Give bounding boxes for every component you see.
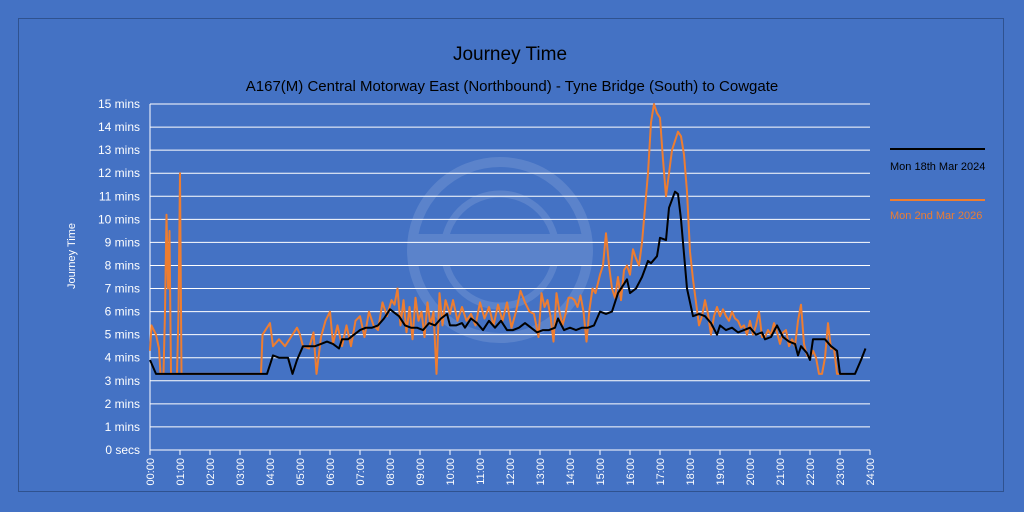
x-tick-label-7: 07:00 xyxy=(355,458,367,486)
x-tick-label-19: 19:00 xyxy=(715,458,727,486)
y-tick-label-10: 10 mins xyxy=(98,212,140,226)
y-tick-label-6: 6 mins xyxy=(105,305,140,319)
x-tick-label-23: 23:00 xyxy=(835,458,847,486)
y-tick-label-2: 2 mins xyxy=(105,397,140,411)
x-tick-label-5: 05:00 xyxy=(295,458,307,486)
x-tick-label-24: 24:00 xyxy=(865,458,877,486)
x-tick-label-1: 01:00 xyxy=(175,458,187,486)
x-tick-label-12: 12:00 xyxy=(505,458,517,486)
chart-title: Journey Time xyxy=(453,44,567,65)
y-tick-label-14: 14 mins xyxy=(98,120,140,134)
y-tick-label-15: 15 mins xyxy=(98,97,140,111)
x-tick-label-13: 13:00 xyxy=(535,458,547,486)
x-tick-label-3: 03:00 xyxy=(235,458,247,486)
y-tick-label-9: 9 mins xyxy=(105,235,140,249)
series-line-1 xyxy=(149,190,867,375)
y-tick-label-0: 0 secs xyxy=(105,443,140,457)
x-tick-label-17: 17:00 xyxy=(655,458,667,486)
x-tick-label-18: 18:00 xyxy=(685,458,697,486)
y-tick-label-8: 8 mins xyxy=(105,258,140,272)
y-tick-label-3: 3 mins xyxy=(105,374,140,388)
x-tick-label-6: 06:00 xyxy=(325,458,337,486)
y-tick-label-5: 5 mins xyxy=(105,328,140,342)
y-tick-label-7: 7 mins xyxy=(105,282,140,296)
x-tick-label-21: 21:00 xyxy=(775,458,787,486)
x-tick-label-2: 02:00 xyxy=(205,458,217,486)
x-tick-label-16: 16:00 xyxy=(625,458,637,486)
chart-frame xyxy=(18,18,1004,492)
y-tick-label-11: 11 mins xyxy=(99,189,140,203)
y-tick-label-1: 1 mins xyxy=(105,420,140,434)
y-tick-label-13: 13 mins xyxy=(98,143,140,157)
x-tick-label-4: 04:00 xyxy=(265,458,277,486)
chart-subtitle: A167(M) Central Motorway East (Northboun… xyxy=(246,78,778,95)
x-tick-label-0: 00:00 xyxy=(145,458,157,486)
legend-entry-series-1: Mon 18th Mar 2024 xyxy=(890,161,985,173)
y-tick-label-4: 4 mins xyxy=(105,351,140,365)
x-tick-label-22: 22:00 xyxy=(805,458,817,486)
x-tick-label-8: 08:00 xyxy=(385,458,397,486)
x-tick-label-10: 10:00 xyxy=(445,458,457,486)
legend-entry-series-2: Mon 2nd Mar 2026 xyxy=(890,210,982,222)
x-tick-label-20: 20:00 xyxy=(745,458,757,486)
y-tick-label-12: 12 mins xyxy=(98,166,140,180)
x-tick-label-9: 09:00 xyxy=(415,458,427,486)
x-tick-label-15: 15:00 xyxy=(595,458,607,486)
x-tick-label-11: 11:00 xyxy=(475,458,487,485)
y-axis-label: Journey Time xyxy=(66,223,78,289)
legend: Mon 18th Mar 2024 Mon 2nd Mar 2026 xyxy=(890,148,985,222)
x-tick-label-14: 14:00 xyxy=(565,458,577,486)
watermark-logo xyxy=(407,157,593,343)
